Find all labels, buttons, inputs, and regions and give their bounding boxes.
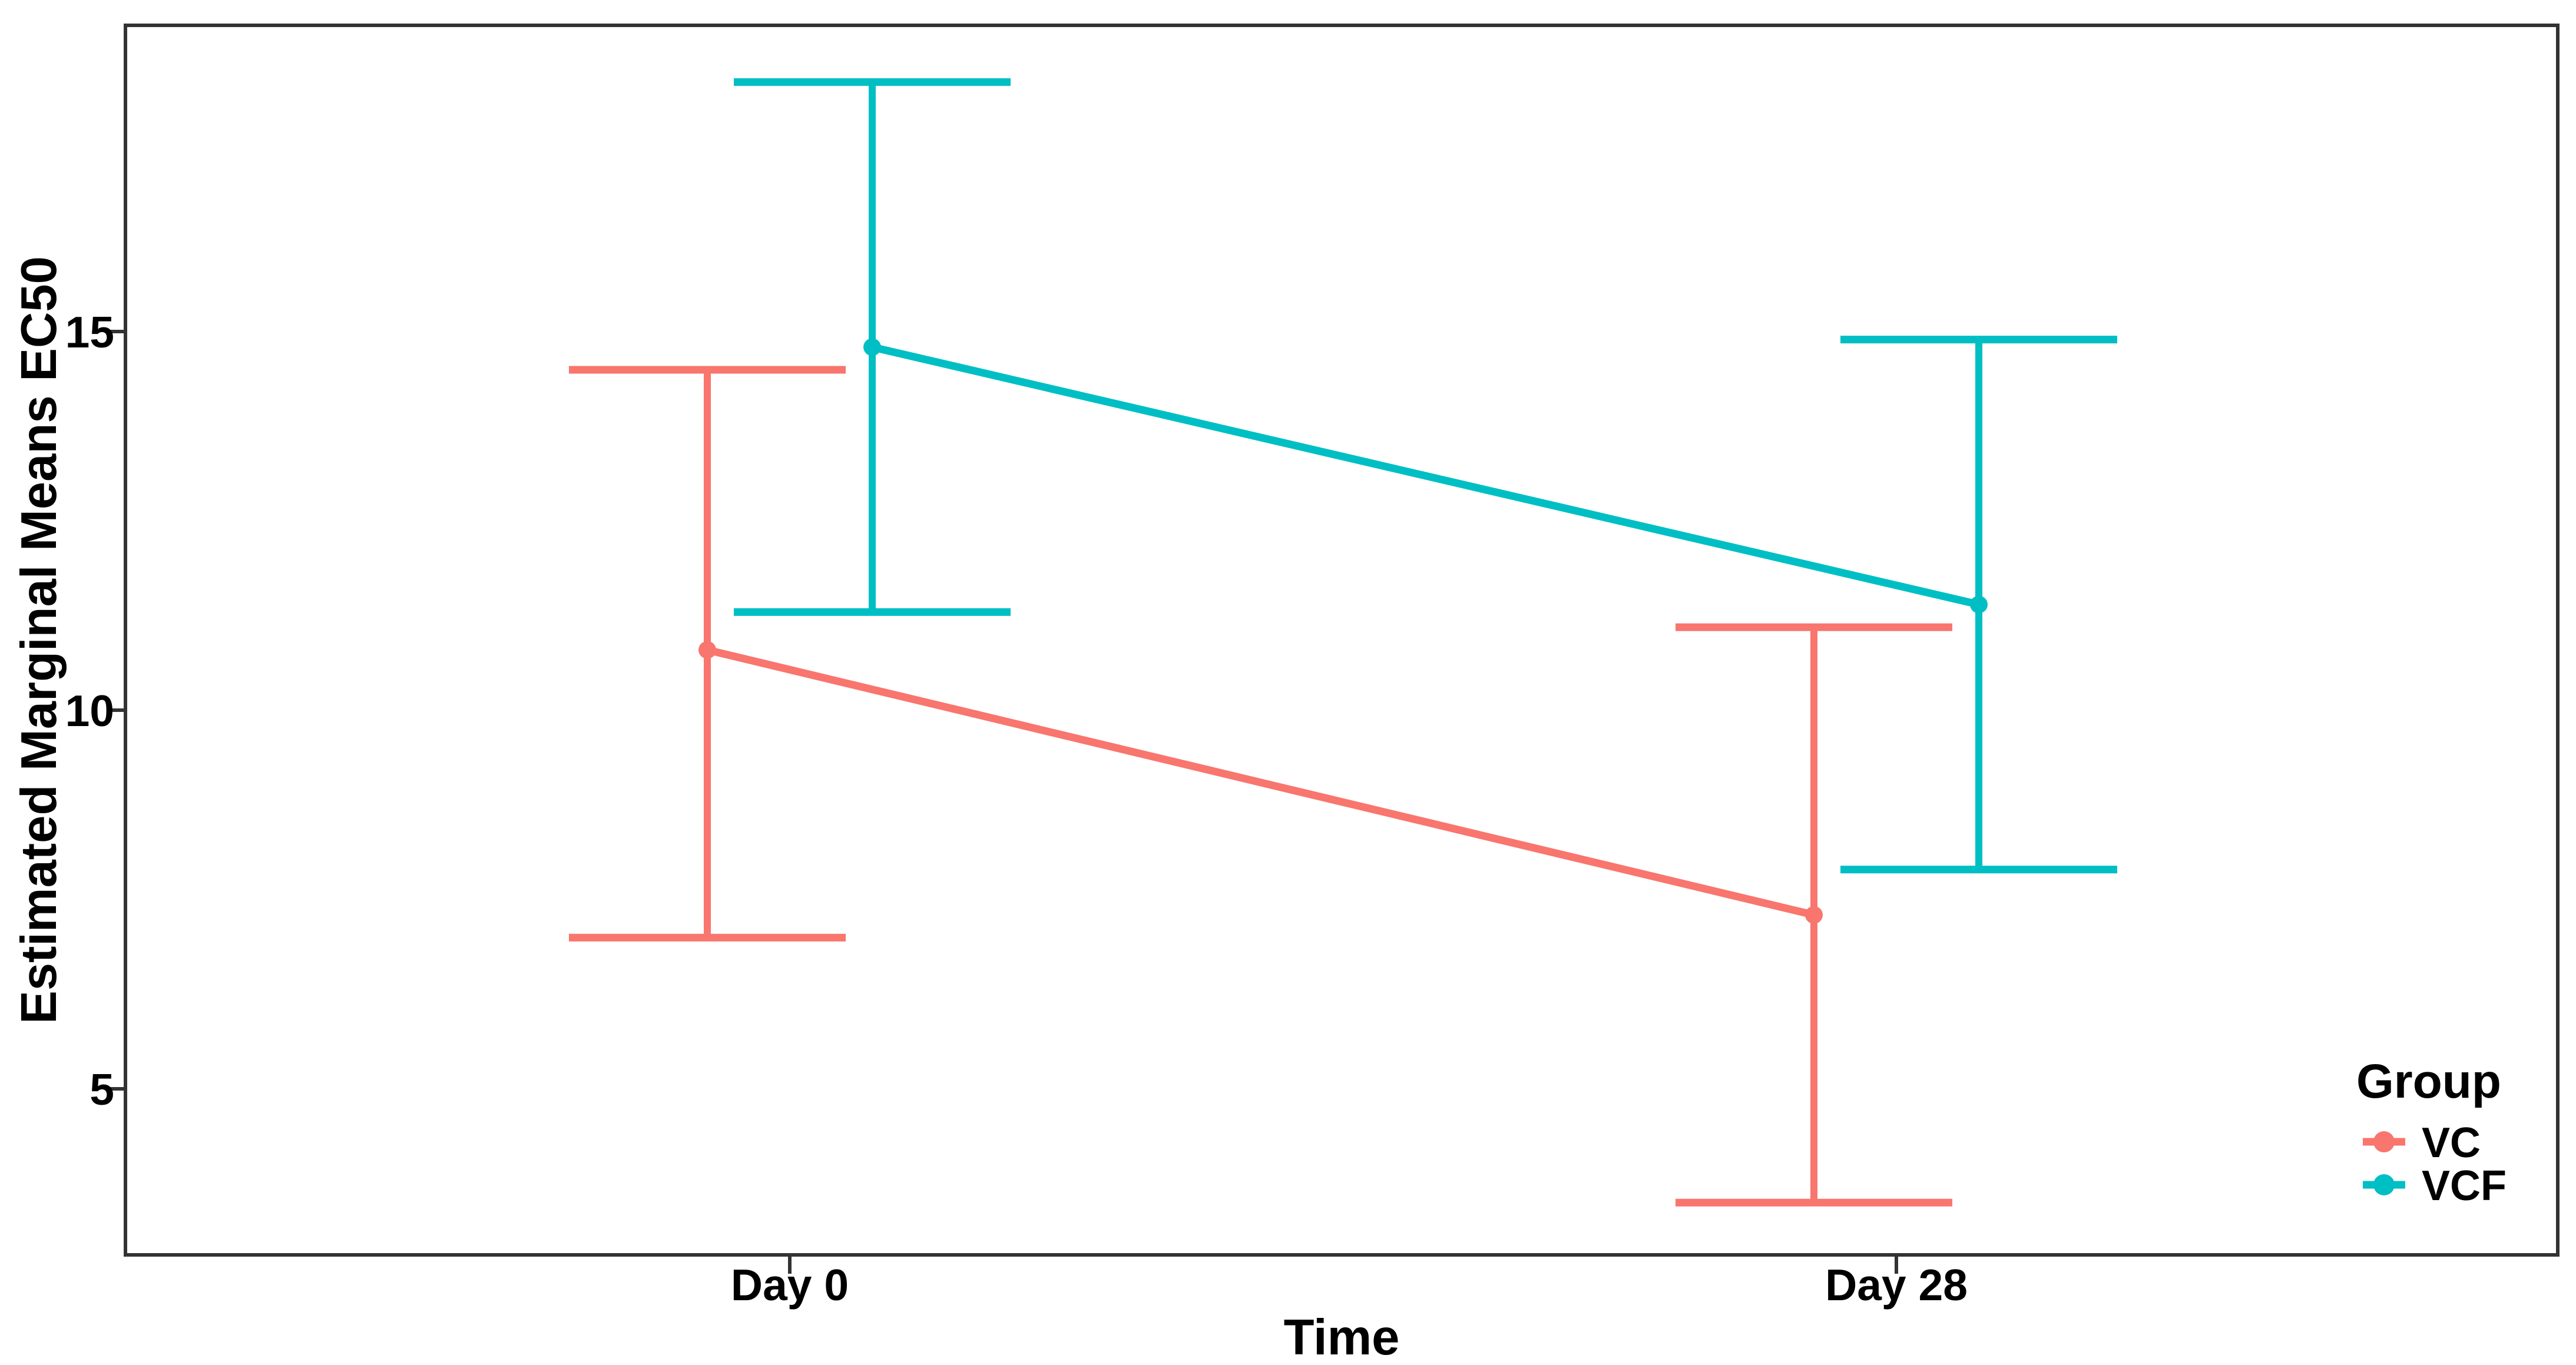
- legend-label-vc: VC: [2422, 1119, 2481, 1167]
- errorbars-vc: [569, 366, 1952, 1207]
- legend-key-point-vc: [2373, 1131, 2395, 1152]
- y-tick-label-15: 15: [65, 307, 114, 357]
- legend-title: Group: [2356, 1055, 2501, 1108]
- panel-border: [124, 24, 2560, 1257]
- y-axis-title: Estimated Marginal Means EC50: [11, 256, 67, 1024]
- legend-key-point-vcf: [2373, 1174, 2395, 1195]
- y-tick-label-5: 5: [90, 1065, 114, 1114]
- legend: Group VC VCF: [2356, 1055, 2507, 1210]
- point-vcf-day0: [863, 338, 881, 356]
- point-vc-day0: [698, 641, 716, 659]
- x-axis-title: Time: [1284, 1310, 1400, 1365]
- trend-line-vc: [706, 646, 1815, 919]
- x-tick-label-day0: Day 0: [731, 1260, 849, 1310]
- y-tick-label-10: 10: [65, 686, 114, 735]
- legend-item-vcf: VCF: [2363, 1162, 2507, 1210]
- point-vcf-day28: [1970, 595, 1988, 614]
- y-axis-ticks: [107, 330, 125, 1091]
- x-axis-ticks: [788, 1255, 1898, 1274]
- series-layer: [569, 78, 2117, 1207]
- legend-item-vc: VC: [2363, 1119, 2481, 1167]
- x-tick-label-day28: Day 28: [1825, 1260, 1968, 1310]
- point-vc-day28: [1805, 906, 1823, 924]
- trend-line-vcf: [871, 343, 1980, 608]
- legend-label-vcf: VCF: [2422, 1162, 2507, 1210]
